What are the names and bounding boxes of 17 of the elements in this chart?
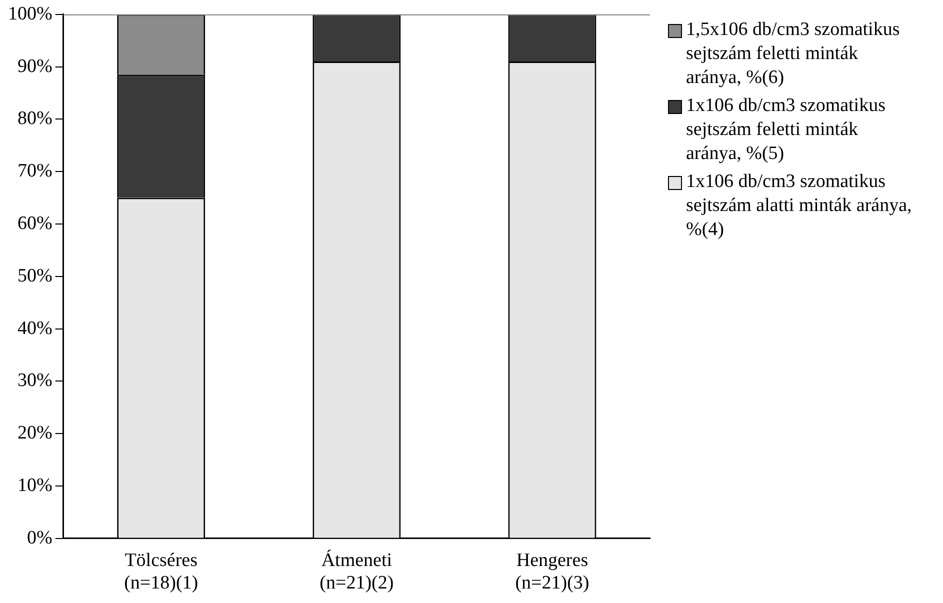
y-tick-label: 10% (18, 474, 52, 496)
x-tick-label: Tölcséres (n=18)(1) (124, 550, 198, 594)
legend-label: 1x106 db/cm3 szomatikus sejtszám alatti minták aránya, %(4) (686, 170, 913, 242)
x-tick-label: Hengeres (n=21)(3) (515, 550, 590, 594)
y-tick-label: 80% (18, 108, 52, 130)
y-tick-label: 60% (18, 212, 52, 234)
legend-label: 1x106 db/cm3 szomatikus sejtszám feletti minták aránya, %(5) (686, 94, 886, 166)
y-tick-label: 30% (18, 370, 52, 392)
y-tick-label: 100% (8, 3, 52, 24)
y-tick-label: 50% (18, 265, 52, 286)
y-tick-label: 0% (27, 527, 52, 548)
y-tick-label: 90% (18, 56, 52, 77)
y-tick-label: 70% (18, 160, 52, 182)
y-tick-label: 20% (18, 422, 52, 444)
y-tick-label: 40% (18, 318, 52, 339)
legend-label: 1,5x106 db/cm3 szomatikus sejtszám feletti minták aránya, %(6) (686, 18, 901, 90)
x-tick-label: Átmeneti (n=21)(2) (320, 548, 394, 594)
